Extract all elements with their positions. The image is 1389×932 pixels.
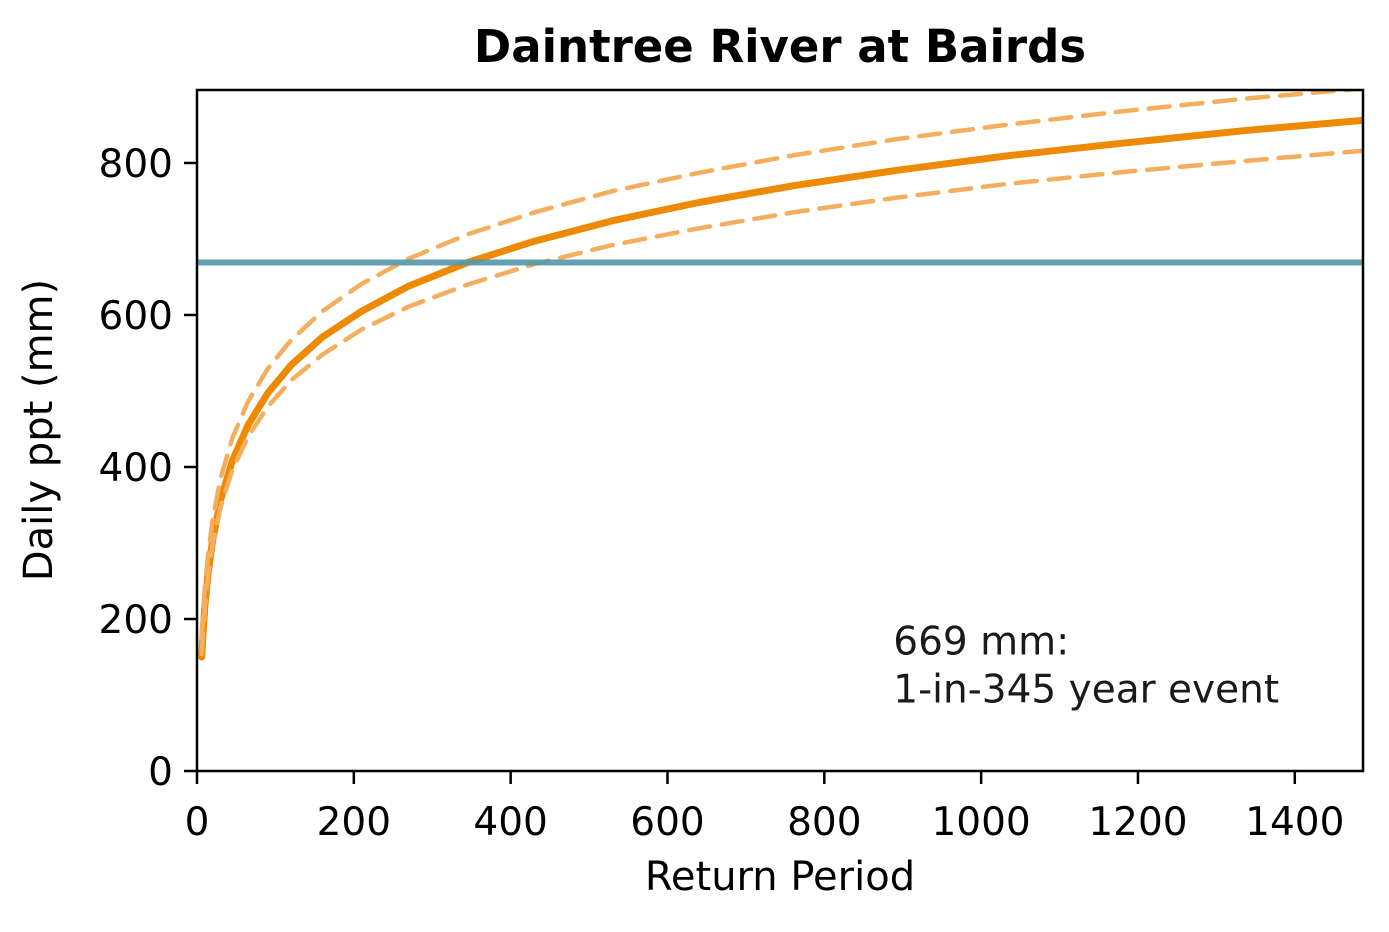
y-tick-label-0: 0 — [148, 750, 173, 795]
x-tick-label-600: 600 — [630, 800, 704, 845]
y-tick-label-400: 400 — [99, 446, 173, 491]
chart-title: Daintree River at Bairds — [474, 20, 1086, 73]
annotation-line-1: 669 mm: — [893, 620, 1069, 665]
x-tick-label-200: 200 — [317, 800, 391, 845]
x-tick-label-800: 800 — [787, 800, 861, 845]
return-level-curve — [198, 116, 1363, 661]
upper-confidence-bound — [199, 90, 1363, 642]
axes-layer: 0 200 400 600 800 1000 1200 1400 0 200 400 600 800 — [99, 88, 1365, 845]
x-tick-label-400: 400 — [473, 800, 547, 845]
curves-layer — [197, 90, 1363, 661]
lower-confidence-bound — [199, 148, 1363, 657]
axes-spines — [195, 88, 1365, 773]
y-axis-label: Daily ppt (mm) — [16, 279, 62, 581]
x-tick-label-1200: 1200 — [1088, 800, 1187, 845]
annotation-line-2: 1-in-345 year event — [893, 668, 1279, 713]
x-axis-label: Return Period — [645, 854, 915, 900]
x-tick-label-0: 0 — [185, 800, 210, 845]
x-tick-label-1000: 1000 — [931, 800, 1030, 845]
y-tick-label-800: 800 — [99, 142, 173, 187]
y-tick-label-600: 600 — [99, 294, 173, 339]
x-tick-label-1400: 1400 — [1245, 800, 1344, 845]
y-tick-label-200: 200 — [99, 598, 173, 643]
